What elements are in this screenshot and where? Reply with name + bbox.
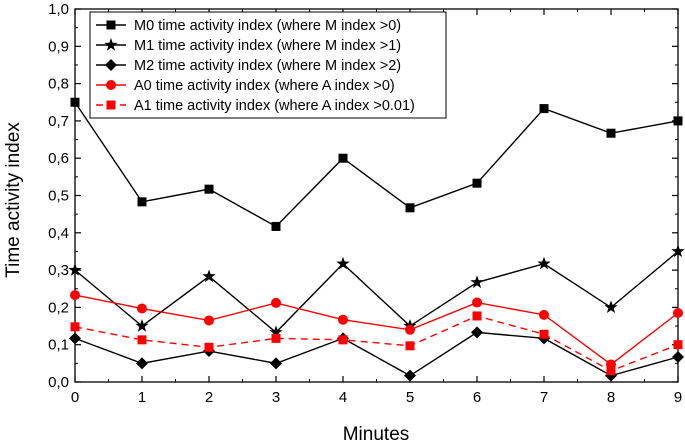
legend-entry: A0 time activity index (where A index >0… bbox=[96, 78, 395, 94]
legend-entry: M0 time activity index (where M index >0… bbox=[96, 18, 401, 34]
series-line bbox=[74, 250, 679, 334]
data-point bbox=[70, 322, 80, 332]
data-point bbox=[135, 319, 149, 332]
data-point bbox=[70, 97, 80, 107]
series-1 bbox=[68, 244, 685, 339]
legend-label: M2 time activity index (where M index >2… bbox=[134, 58, 401, 74]
x-tick-label: 5 bbox=[406, 389, 414, 406]
x-tick-label: 4 bbox=[339, 389, 347, 406]
data-point bbox=[137, 335, 147, 345]
data-point bbox=[472, 311, 482, 321]
data-point bbox=[202, 269, 216, 283]
data-point bbox=[68, 263, 82, 276]
data-point bbox=[136, 357, 148, 370]
data-point bbox=[269, 325, 283, 339]
data-point bbox=[471, 326, 483, 339]
legend-marker bbox=[106, 80, 116, 90]
x-axis-title: Minutes bbox=[343, 424, 410, 444]
x-tick-label: 6 bbox=[473, 389, 481, 406]
y-tick-label: 0,4 bbox=[48, 225, 69, 242]
data-point bbox=[405, 203, 415, 213]
series-line bbox=[74, 315, 679, 372]
y-tick-label: 1,0 bbox=[48, 1, 69, 18]
data-point bbox=[271, 333, 281, 343]
x-tick-label: 3 bbox=[272, 389, 280, 406]
series-layer bbox=[68, 97, 685, 382]
data-point bbox=[673, 340, 683, 350]
legend-label: A0 time activity index (where A index >0… bbox=[134, 78, 395, 94]
data-point bbox=[336, 256, 350, 270]
x-tick-label: 2 bbox=[205, 389, 213, 406]
data-point bbox=[604, 300, 618, 314]
data-point bbox=[404, 369, 416, 382]
data-point bbox=[539, 329, 549, 339]
series-4 bbox=[70, 311, 683, 376]
y-tick-label: 0,3 bbox=[48, 262, 69, 279]
data-point bbox=[472, 297, 482, 308]
data-point bbox=[539, 309, 549, 320]
y-tick-label: 0,8 bbox=[48, 76, 69, 93]
data-point bbox=[472, 178, 482, 188]
legend-entry: M1 time activity index (where M index >1… bbox=[96, 38, 401, 54]
y-tick-label: 0,7 bbox=[48, 113, 69, 130]
legend-label: M1 time activity index (where M index >1… bbox=[134, 38, 401, 54]
data-point bbox=[70, 290, 80, 301]
data-point bbox=[606, 366, 616, 376]
series-0 bbox=[70, 97, 683, 231]
x-tick-label: 1 bbox=[138, 389, 146, 406]
series-line bbox=[74, 331, 679, 377]
axes: 0 1 2 3 4 5 6 7 8 9 0,0 0,1 0,2 0,3 0,4 0,5 0,6 0,7 0,8 0,9… bbox=[48, 1, 682, 406]
data-point bbox=[271, 297, 281, 308]
x-tick-label: 9 bbox=[674, 389, 682, 406]
legend-label: M0 time activity index (where M index >0… bbox=[134, 18, 401, 34]
data-point bbox=[204, 342, 214, 352]
data-point bbox=[137, 303, 147, 314]
data-point bbox=[270, 357, 282, 370]
data-point bbox=[606, 128, 616, 138]
y-tick-label: 0,2 bbox=[48, 299, 69, 316]
series-2 bbox=[69, 326, 684, 382]
legend-marker bbox=[106, 100, 116, 110]
data-point bbox=[470, 275, 484, 289]
x-tick-label: 7 bbox=[540, 389, 548, 406]
series-line bbox=[74, 294, 679, 366]
data-point bbox=[271, 221, 281, 231]
data-point bbox=[204, 315, 214, 326]
data-point bbox=[405, 324, 415, 335]
y-axis-title: Time activity index bbox=[3, 122, 24, 278]
y-tick-label: 0,1 bbox=[48, 337, 69, 354]
y-tick-label: 0,9 bbox=[48, 38, 69, 55]
data-point bbox=[671, 244, 685, 258]
legend-marker bbox=[104, 38, 118, 51]
x-tick-label: 8 bbox=[607, 389, 615, 406]
data-point bbox=[338, 335, 348, 345]
data-point bbox=[69, 332, 81, 345]
y-tick-label: 0,5 bbox=[48, 188, 69, 205]
series-line bbox=[74, 101, 679, 228]
legend-entry: A1 time activity index (where A index >0… bbox=[96, 98, 415, 114]
data-point bbox=[338, 153, 348, 163]
data-point bbox=[672, 351, 684, 364]
data-point bbox=[338, 314, 348, 325]
legend-marker bbox=[106, 20, 116, 30]
data-point bbox=[537, 256, 551, 270]
legend-box bbox=[89, 11, 447, 119]
legend: M0 time activity index (where M index >0… bbox=[89, 11, 447, 119]
data-point bbox=[539, 104, 549, 114]
data-point bbox=[673, 307, 683, 318]
legend-entry: M2 time activity index (where M index >2… bbox=[96, 58, 401, 74]
data-point bbox=[137, 197, 147, 207]
legend-marker bbox=[105, 59, 117, 71]
data-point bbox=[673, 116, 683, 126]
y-tick-label: 0,0 bbox=[48, 374, 69, 391]
x-tick-label: 0 bbox=[71, 389, 79, 406]
data-point bbox=[204, 184, 214, 194]
legend-label: A1 time activity index (where A index >0… bbox=[134, 98, 415, 114]
y-tick-label: 0,6 bbox=[48, 150, 69, 167]
data-point bbox=[405, 341, 415, 351]
